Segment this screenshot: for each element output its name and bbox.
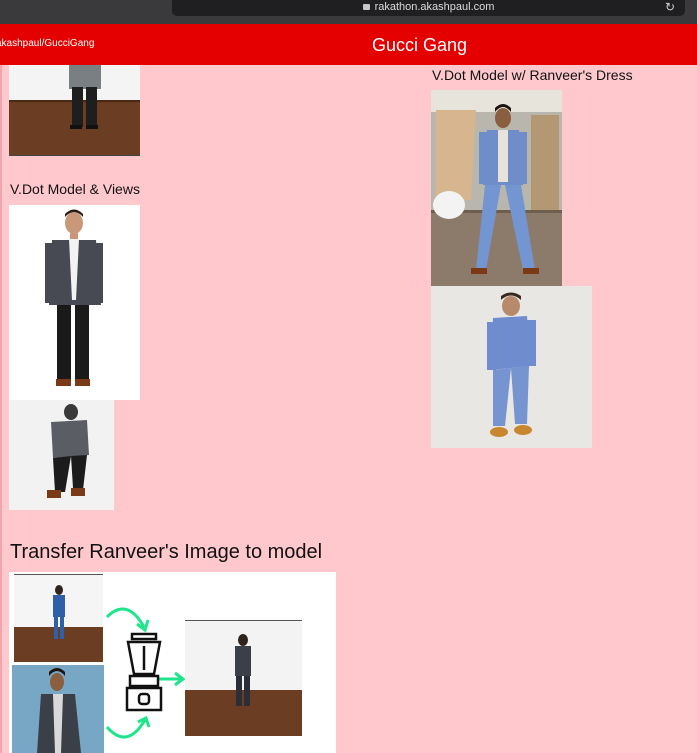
divider (0, 65, 2, 753)
arrow-icon (105, 719, 147, 739)
page-title: Gucci Gang (372, 35, 468, 55)
url-text: rakathon.akashpaul.com (374, 1, 495, 13)
section-label-model-views: V.Dot Model & Views (10, 181, 140, 197)
model-blazer-photo (9, 205, 140, 400)
address-bar[interactable]: rakathon.akashpaul.com ↻ (172, 0, 685, 16)
result-model-image (185, 620, 302, 736)
app-navbar: akashpaul/GucciGang Gucci Gang (0, 24, 697, 65)
repo-link[interactable]: akashpaul/GucciGang (0, 38, 95, 49)
model-photo (9, 65, 140, 156)
source-model-image (14, 574, 103, 662)
reload-icon[interactable]: ↻ (664, 0, 675, 14)
section-label-ranveer-dress: V.Dot Model w/ Ranveer's Dress (432, 67, 633, 83)
browser-toolbar: rakathon.akashpaul.com ↻ (0, 0, 697, 24)
model-back-view-photo (9, 400, 114, 510)
lock-icon (362, 4, 370, 10)
model-in-ranveer-dress-photo (431, 286, 592, 448)
transfer-diagram (9, 572, 336, 753)
ranveer-source-image (12, 665, 104, 753)
section-heading-transfer: Transfer Ranveer's Image to model (10, 541, 323, 563)
blender-icon (125, 632, 163, 712)
arrow-icon (105, 607, 146, 628)
ranveer-photo (431, 90, 562, 286)
